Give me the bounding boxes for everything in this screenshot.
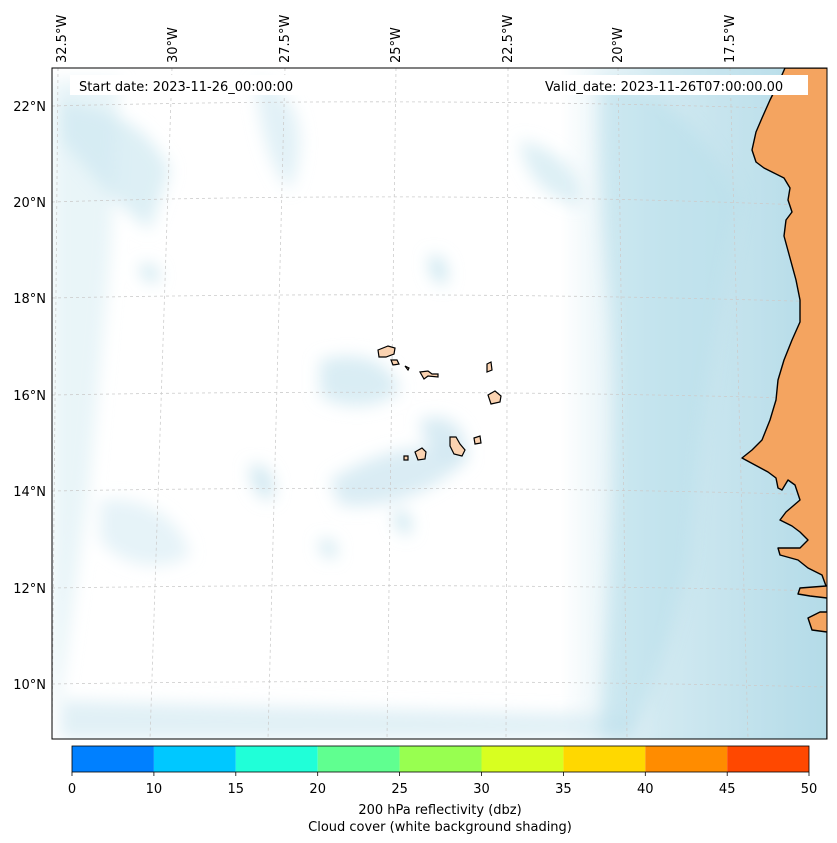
colorbar-tick-45: 45 bbox=[719, 782, 736, 797]
island-fogo bbox=[414, 447, 427, 461]
lat-label-20n: 20°N bbox=[13, 196, 46, 211]
colorbar-segment-6 bbox=[563, 746, 646, 772]
colorbar-segment-0 bbox=[72, 746, 154, 772]
valid-date-box: Valid_date: 2023-11-26T07:00:00.00 bbox=[538, 75, 808, 95]
lon-label-17-5w: 17.5°W bbox=[723, 15, 738, 63]
colorbar-tick-40: 40 bbox=[637, 782, 654, 797]
map-panel bbox=[52, 68, 827, 739]
island-sao-vicente bbox=[390, 359, 400, 366]
colorbar-tick-marks bbox=[71, 772, 810, 776]
colorbar-tick-25: 25 bbox=[391, 782, 408, 797]
colorbar-title: 200 hPa reflectivity (dbz) bbox=[358, 803, 521, 818]
colorbar: 0 10 15 20 25 30 35 40 45 50 200 hPa ref… bbox=[68, 745, 817, 835]
colorbar-tick-30: 30 bbox=[473, 782, 490, 797]
lon-label-22-5w: 22.5°W bbox=[501, 15, 516, 63]
colorbar-tick-0: 0 bbox=[68, 782, 76, 797]
island-santa-luzia bbox=[404, 365, 410, 372]
island-sal bbox=[486, 361, 493, 373]
colorbar-tick-50: 50 bbox=[801, 782, 818, 797]
start-date-label: Start date: 2023-11-26_00:00:00 bbox=[79, 80, 293, 95]
africa-landmass bbox=[741, 68, 827, 739]
colorbar-tick-10: 10 bbox=[146, 782, 163, 797]
valid-date-label: Valid_date: 2023-11-26T07:00:00.00 bbox=[545, 80, 783, 95]
island-brava bbox=[403, 455, 409, 461]
lon-label-20w: 20°W bbox=[611, 27, 626, 63]
start-date-box: Start date: 2023-11-26_00:00:00 bbox=[70, 75, 315, 95]
lon-label-30w: 30°W bbox=[166, 27, 181, 63]
latitude-labels: 22°N 20°N 18°N 16°N 14°N 12°N 10°N bbox=[13, 100, 46, 693]
island-sao-nicolau bbox=[419, 370, 439, 380]
colorbar-segment-5 bbox=[481, 746, 564, 772]
island-santo-antao bbox=[377, 345, 396, 358]
cape-verde-islands bbox=[377, 345, 502, 461]
lat-label-18n: 18°N bbox=[13, 292, 46, 307]
cloud-cover-patches bbox=[52, 80, 740, 739]
colorbar-subtitle: Cloud cover (white background shading) bbox=[308, 820, 572, 835]
lon-label-32-5w: 32.5°W bbox=[55, 15, 70, 63]
lat-label-12n: 12°N bbox=[13, 582, 46, 597]
colorbar-tick-15: 15 bbox=[228, 782, 245, 797]
colorbar-tick-35: 35 bbox=[555, 782, 572, 797]
lat-label-22n: 22°N bbox=[13, 100, 46, 115]
lat-label-16n: 16°N bbox=[13, 389, 46, 404]
colorbar-segment-7 bbox=[645, 746, 728, 772]
island-santiago bbox=[449, 436, 466, 457]
lon-label-27-5w: 27.5°W bbox=[278, 15, 293, 63]
lat-label-14n: 14°N bbox=[13, 485, 46, 500]
colorbar-frame bbox=[71, 745, 810, 773]
colorbar-segment-4 bbox=[399, 746, 482, 772]
lon-label-25w: 25°W bbox=[389, 27, 404, 63]
colorbar-segment-2 bbox=[235, 746, 318, 772]
map-frame bbox=[51, 67, 828, 740]
colorbar-segment-1 bbox=[153, 746, 236, 772]
colorbar-tick-20: 20 bbox=[309, 782, 326, 797]
graticule bbox=[52, 68, 827, 739]
colorbar-segment-3 bbox=[317, 746, 400, 772]
longitude-labels: 32.5°W 30°W 27.5°W 25°W 22.5°W 20°W 17.5… bbox=[55, 15, 738, 63]
lat-label-10n: 10°N bbox=[13, 678, 46, 693]
island-maio bbox=[473, 435, 482, 445]
island-boa-vista bbox=[487, 390, 502, 405]
colorbar-segment-8 bbox=[727, 746, 809, 772]
colorbar-tick-labels: 0 10 15 20 25 30 35 40 45 50 bbox=[68, 782, 817, 797]
